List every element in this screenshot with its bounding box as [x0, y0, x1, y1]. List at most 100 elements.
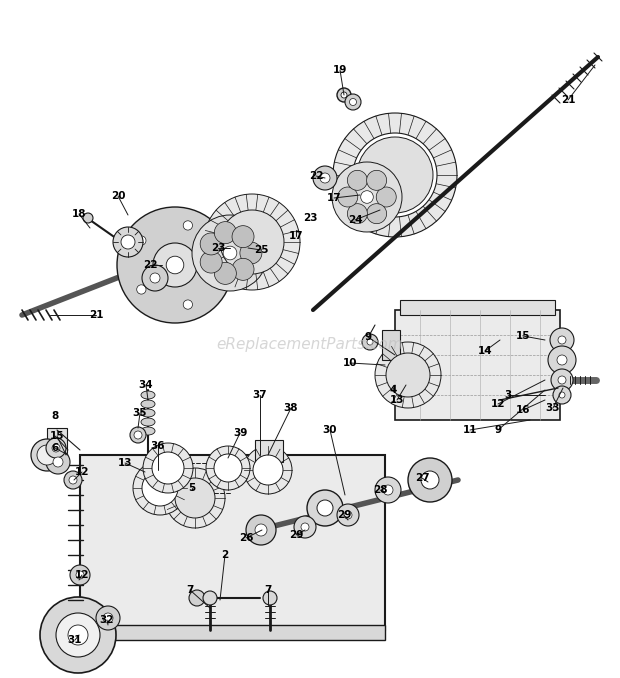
Circle shape: [376, 187, 396, 207]
Circle shape: [31, 439, 63, 471]
Circle shape: [142, 265, 168, 291]
Text: 26: 26: [239, 533, 253, 543]
Circle shape: [189, 590, 205, 606]
Circle shape: [46, 438, 66, 458]
Circle shape: [153, 243, 197, 287]
Circle shape: [255, 524, 267, 536]
Circle shape: [366, 170, 387, 191]
Circle shape: [253, 455, 283, 485]
Circle shape: [559, 392, 565, 398]
Circle shape: [357, 137, 433, 213]
Text: 13: 13: [390, 395, 404, 405]
Text: 32: 32: [100, 615, 114, 625]
Circle shape: [246, 515, 276, 545]
Circle shape: [307, 490, 343, 526]
Circle shape: [103, 613, 113, 623]
Text: 6: 6: [51, 443, 59, 453]
Circle shape: [558, 336, 566, 344]
Circle shape: [383, 485, 393, 495]
Ellipse shape: [141, 409, 155, 417]
Text: 25: 25: [254, 245, 268, 255]
Circle shape: [203, 591, 217, 605]
Circle shape: [64, 471, 82, 489]
Circle shape: [337, 88, 351, 102]
Circle shape: [344, 511, 352, 519]
Ellipse shape: [141, 400, 155, 408]
Circle shape: [113, 227, 143, 257]
Circle shape: [83, 213, 93, 223]
Circle shape: [361, 191, 373, 203]
Bar: [47, 428, 67, 453]
Circle shape: [421, 471, 439, 489]
Text: 9: 9: [494, 425, 502, 435]
Text: 24: 24: [348, 215, 362, 225]
Circle shape: [53, 457, 63, 467]
Text: 10: 10: [343, 358, 357, 368]
Text: 35: 35: [133, 408, 148, 418]
Text: 15: 15: [516, 331, 530, 341]
Circle shape: [70, 565, 90, 585]
Circle shape: [347, 203, 368, 224]
Circle shape: [386, 353, 430, 397]
Circle shape: [192, 215, 268, 291]
Bar: [400, 300, 555, 315]
Text: 37: 37: [253, 390, 267, 400]
Circle shape: [184, 221, 192, 230]
Text: 4: 4: [389, 385, 397, 395]
Circle shape: [136, 285, 146, 294]
Circle shape: [117, 207, 233, 323]
Bar: [255, 440, 283, 462]
Text: 21: 21: [560, 95, 575, 105]
Ellipse shape: [141, 418, 155, 426]
Circle shape: [366, 203, 387, 224]
Text: 21: 21: [89, 310, 104, 320]
Circle shape: [232, 258, 254, 280]
Text: 19: 19: [333, 65, 347, 75]
Bar: [395, 310, 560, 420]
Circle shape: [347, 170, 368, 191]
Circle shape: [165, 468, 225, 528]
Circle shape: [152, 452, 184, 484]
Text: 29: 29: [289, 530, 303, 540]
Circle shape: [317, 500, 333, 516]
Circle shape: [244, 446, 292, 494]
Circle shape: [345, 94, 361, 110]
Text: 16: 16: [516, 405, 530, 415]
Circle shape: [136, 236, 146, 245]
Circle shape: [76, 571, 84, 579]
Text: 22: 22: [309, 171, 323, 181]
Circle shape: [263, 591, 277, 605]
Text: eReplacementParts.com: eReplacementParts.com: [216, 338, 404, 353]
Text: 12: 12: [75, 570, 89, 580]
Circle shape: [557, 355, 567, 365]
Text: 9: 9: [365, 332, 371, 342]
Circle shape: [367, 339, 373, 345]
Circle shape: [121, 235, 135, 249]
Circle shape: [206, 446, 250, 490]
Text: 12: 12: [75, 467, 89, 477]
Text: 23: 23: [211, 243, 225, 253]
Bar: [80, 455, 385, 630]
Circle shape: [200, 251, 222, 273]
Circle shape: [551, 369, 573, 391]
Text: 34: 34: [139, 380, 153, 390]
Circle shape: [200, 233, 222, 255]
Circle shape: [408, 458, 452, 502]
Text: 23: 23: [303, 213, 317, 223]
Circle shape: [548, 346, 576, 374]
Circle shape: [40, 597, 116, 673]
Circle shape: [313, 166, 337, 190]
Circle shape: [142, 470, 178, 506]
Circle shape: [96, 606, 120, 630]
Bar: [382, 330, 400, 360]
Text: 27: 27: [415, 473, 429, 483]
Circle shape: [212, 260, 221, 270]
Text: 22: 22: [143, 260, 157, 270]
Circle shape: [215, 262, 236, 284]
Text: 20: 20: [111, 191, 125, 201]
Circle shape: [37, 445, 57, 465]
Bar: [80, 625, 385, 640]
Text: 5: 5: [188, 483, 196, 493]
Text: 7: 7: [264, 585, 272, 595]
Circle shape: [69, 476, 77, 484]
